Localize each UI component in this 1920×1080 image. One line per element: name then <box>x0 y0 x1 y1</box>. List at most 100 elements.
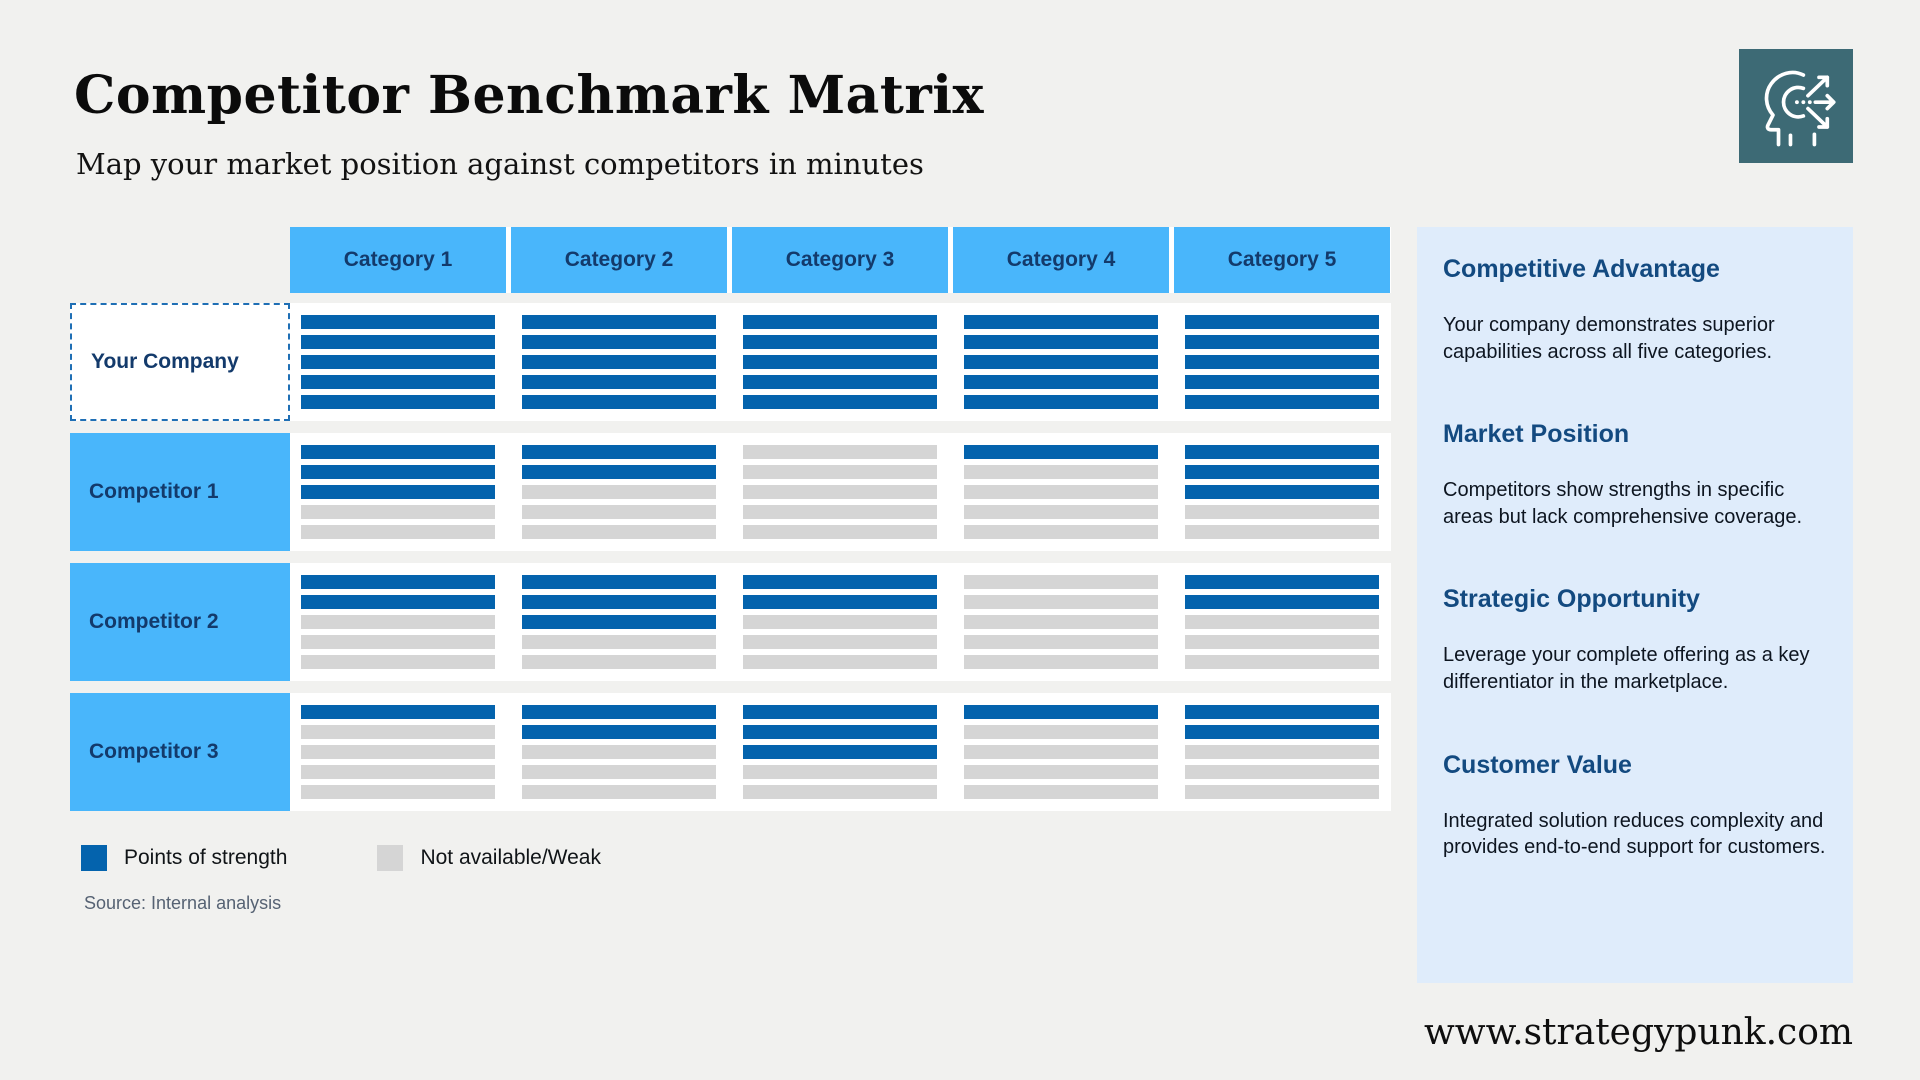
strength-bar <box>522 705 716 719</box>
weak-bar <box>522 655 716 669</box>
weak-bar <box>964 485 1158 499</box>
weak-bar <box>301 505 495 519</box>
strength-bar <box>964 705 1158 719</box>
strength-bar <box>1185 705 1379 719</box>
strength-bar <box>1185 575 1379 589</box>
strength-bar <box>743 575 937 589</box>
strategy-head-arrows-icon <box>1750 58 1842 155</box>
weak-bar <box>743 615 937 629</box>
row-label: Competitor 3 <box>70 693 290 811</box>
strength-bar <box>743 595 937 609</box>
matrix-cell <box>522 705 716 799</box>
page-subtitle: Map your market position against competi… <box>76 147 924 181</box>
matrix-cell <box>743 575 937 669</box>
weak-bar <box>301 615 495 629</box>
weak-bar <box>1185 785 1379 799</box>
brand-logo <box>1739 49 1853 163</box>
weak-bar <box>743 465 937 479</box>
matrix-cell <box>1185 575 1379 669</box>
matrix-row: Competitor 2 <box>70 563 1391 681</box>
legend-swatch <box>81 845 107 871</box>
row-label: Competitor 2 <box>70 563 290 681</box>
strength-bar <box>743 705 937 719</box>
matrix-cell <box>301 445 495 539</box>
matrix-cell <box>964 575 1158 669</box>
strength-bar <box>964 445 1158 459</box>
matrix-cell <box>743 315 937 409</box>
weak-bar <box>743 485 937 499</box>
weak-bar <box>522 505 716 519</box>
strength-bar <box>1185 465 1379 479</box>
legend-swatch <box>377 845 404 871</box>
weak-bar <box>964 615 1158 629</box>
strength-bar <box>964 355 1158 369</box>
matrix-cell <box>301 575 495 669</box>
strength-bar <box>1185 595 1379 609</box>
matrix-cell <box>964 315 1158 409</box>
strength-bar <box>743 355 937 369</box>
strength-bar <box>301 315 495 329</box>
strength-bar <box>522 595 716 609</box>
strength-bar <box>301 485 495 499</box>
benchmark-matrix: Category 1 Category 2 Category 3 Category 4… <box>70 227 1391 811</box>
strength-bar <box>964 395 1158 409</box>
weak-bar <box>964 635 1158 649</box>
legend-label: Points of strength <box>124 846 288 869</box>
strength-bar <box>1185 355 1379 369</box>
strength-bar <box>522 315 716 329</box>
weak-bar <box>1185 525 1379 539</box>
strength-bar <box>301 335 495 349</box>
weak-bar <box>301 765 495 779</box>
source-note: Source: Internal analysis <box>84 893 282 913</box>
column-header-3: Category 3 <box>732 227 948 293</box>
weak-bar <box>301 635 495 649</box>
sidebar-section-body: Your company demonstrates superior capab… <box>1443 314 1775 363</box>
weak-bar <box>1185 655 1379 669</box>
row-label: Your Company <box>70 303 290 421</box>
strength-bar <box>301 575 495 589</box>
matrix-cell <box>1185 445 1379 539</box>
weak-bar <box>522 785 716 799</box>
strength-bar <box>743 375 937 389</box>
strength-bar <box>301 445 495 459</box>
sidebar-section: Customer Value Integrated solution reduce… <box>1443 751 1829 861</box>
weak-bar <box>964 465 1158 479</box>
strength-bar <box>1185 395 1379 409</box>
weak-bar <box>964 505 1158 519</box>
strength-bar <box>522 465 716 479</box>
matrix-cell <box>743 445 937 539</box>
legend: Points of strength Not available/Weak <box>81 845 601 871</box>
weak-bar <box>743 525 937 539</box>
strength-bar <box>743 315 937 329</box>
strength-bar <box>301 395 495 409</box>
strength-bar <box>522 355 716 369</box>
strength-bar <box>1185 375 1379 389</box>
matrix-cell <box>1185 315 1379 409</box>
strength-bar <box>1185 315 1379 329</box>
legend-item: Not available/Weak <box>377 845 601 871</box>
sidebar-section-body: Competitors show strengths in specific a… <box>1443 479 1803 528</box>
sidebar-section-heading: Customer Value <box>1443 750 1632 779</box>
weak-bar <box>964 785 1158 799</box>
row-label: Competitor 1 <box>70 433 290 551</box>
weak-bar <box>522 485 716 499</box>
column-header-2: Category 2 <box>511 227 727 293</box>
column-header-row: Category 1 Category 2 Category 3 Category 4… <box>290 227 1391 293</box>
strength-bar <box>964 375 1158 389</box>
weak-bar <box>964 655 1158 669</box>
strength-bar <box>522 725 716 739</box>
matrix-cell <box>522 445 716 539</box>
legend-label: Not available/Weak <box>420 846 601 869</box>
strength-bar <box>1185 485 1379 499</box>
weak-bar <box>964 595 1158 609</box>
strength-bar <box>964 315 1158 329</box>
weak-bar <box>964 745 1158 759</box>
weak-bar <box>301 725 495 739</box>
matrix-cell <box>301 315 495 409</box>
insights-sidebar: Competitive Advantage Your company demons… <box>1417 227 1853 983</box>
matrix-cell <box>522 575 716 669</box>
weak-bar <box>1185 765 1379 779</box>
website-url: www.strategypunk.com <box>1423 1012 1853 1053</box>
sidebar-section: Market Position Competitors show strength… <box>1443 420 1829 530</box>
strength-bar <box>301 705 495 719</box>
